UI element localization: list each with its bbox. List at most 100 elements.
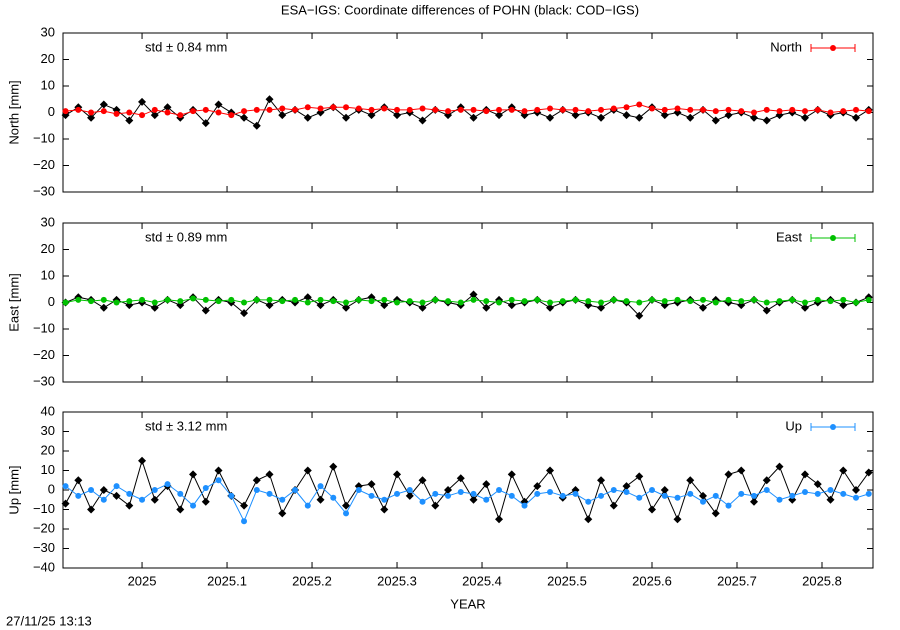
point (139, 496, 146, 503)
point (432, 296, 439, 303)
point (201, 119, 210, 128)
point (840, 108, 847, 115)
point (751, 492, 758, 499)
series-line (65, 298, 869, 304)
point (342, 501, 351, 510)
y-tick-label: −30 (33, 540, 55, 555)
point (418, 476, 427, 485)
point (74, 476, 83, 485)
point (394, 490, 401, 497)
point (546, 113, 555, 122)
point (253, 487, 260, 493)
point (418, 116, 427, 125)
x-tick-label: 2025.1 (207, 573, 247, 588)
point (303, 466, 312, 475)
point (279, 105, 286, 112)
point (292, 106, 299, 113)
point (712, 108, 719, 115)
point (62, 299, 69, 306)
y-tick-label: 20 (41, 51, 55, 66)
point (469, 113, 478, 122)
point (789, 106, 796, 113)
point (355, 487, 362, 493)
point (100, 296, 107, 303)
point (572, 490, 579, 497)
y-tick-label: 10 (41, 462, 55, 477)
point (380, 301, 389, 310)
chart-title: ESA−IGS: Coordinate differences of POHN … (281, 2, 639, 17)
point (317, 105, 324, 112)
point (763, 299, 770, 306)
point (189, 470, 198, 479)
point (470, 296, 477, 303)
point (88, 298, 95, 305)
point (317, 483, 324, 490)
point (839, 301, 848, 310)
point (113, 483, 120, 490)
point (750, 497, 759, 506)
point (802, 108, 809, 115)
point (711, 509, 720, 518)
point (712, 299, 719, 306)
point (571, 111, 580, 120)
point (177, 112, 184, 119)
point (62, 108, 69, 115)
point (533, 482, 542, 491)
point (150, 495, 159, 504)
point (316, 495, 325, 504)
point (534, 490, 541, 497)
point (88, 109, 95, 116)
point (572, 296, 579, 303)
point (674, 105, 681, 112)
point (253, 106, 260, 113)
x-tick-label: 2025 (128, 573, 157, 588)
point (865, 108, 872, 115)
point (853, 299, 860, 306)
point (660, 486, 669, 494)
point (686, 113, 695, 122)
point (496, 299, 503, 306)
point (496, 106, 503, 113)
point (367, 111, 376, 120)
point (394, 106, 401, 113)
point (164, 296, 171, 303)
point (839, 466, 848, 475)
point (190, 108, 197, 115)
point (750, 113, 759, 122)
point (125, 116, 134, 125)
point (649, 105, 656, 112)
point (343, 104, 350, 111)
point (241, 518, 248, 525)
point (457, 106, 464, 113)
point (559, 106, 566, 113)
series-line (65, 293, 869, 317)
point (215, 109, 222, 116)
point (419, 299, 426, 306)
point (252, 121, 261, 130)
x-tick-label: 2025.6 (632, 573, 672, 588)
point (699, 303, 708, 312)
point (151, 106, 158, 113)
point (547, 488, 554, 495)
point (598, 299, 605, 306)
point (418, 303, 427, 312)
series-line (65, 104, 869, 116)
y-tick-label: 30 (41, 24, 55, 39)
point (597, 476, 606, 485)
point (674, 296, 681, 303)
point (279, 298, 286, 305)
point (304, 299, 311, 306)
point (444, 486, 453, 494)
point (585, 298, 592, 305)
point (686, 476, 695, 485)
point (725, 106, 732, 113)
y-tick-label: −10 (33, 130, 55, 145)
y-tick-label: 0 (48, 481, 55, 496)
x-tick-label: 2025.7 (717, 573, 757, 588)
point (623, 104, 630, 111)
point (240, 501, 249, 510)
point (279, 496, 286, 503)
point (431, 501, 440, 510)
x-tick-label: 2025.8 (802, 573, 842, 588)
point (75, 492, 82, 499)
